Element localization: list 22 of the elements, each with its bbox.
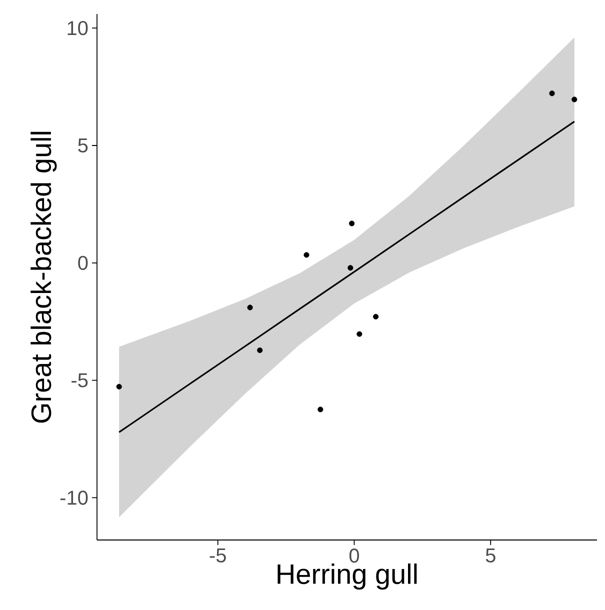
point	[318, 406, 324, 412]
y-axis-title: Great black-backed gull	[30, 132, 57, 423]
y-tick-label: -5	[72, 373, 88, 388]
point	[304, 252, 310, 258]
line-series	[118, 120, 576, 434]
x-tick-label: 5	[486, 548, 496, 562]
x-tick-label: -5	[210, 548, 226, 562]
point	[348, 220, 355, 226]
point	[257, 347, 263, 354]
point	[549, 90, 555, 96]
y-tick-label: 5	[78, 138, 88, 152]
point	[372, 314, 379, 320]
y-tick-label: -10	[60, 490, 88, 505]
y-tick-label: 10	[68, 20, 88, 36]
point	[116, 384, 122, 390]
point	[356, 331, 362, 337]
point	[247, 304, 253, 310]
y-tick-label: 0	[78, 256, 88, 270]
x-axis-title: Herring gull	[278, 564, 417, 590]
point	[348, 265, 354, 271]
x-tick-label: 0	[349, 548, 360, 563]
point	[572, 96, 578, 102]
